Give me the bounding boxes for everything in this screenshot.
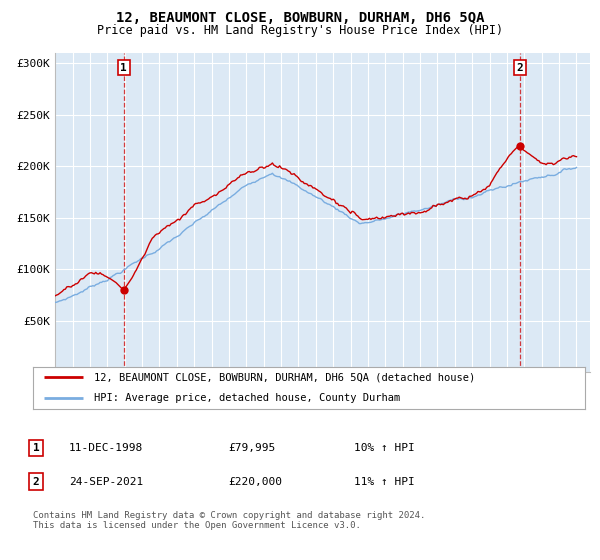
Text: 2: 2: [32, 477, 40, 487]
Text: £220,000: £220,000: [228, 477, 282, 487]
Text: Price paid vs. HM Land Registry's House Price Index (HPI): Price paid vs. HM Land Registry's House …: [97, 24, 503, 36]
Text: 11% ↑ HPI: 11% ↑ HPI: [354, 477, 415, 487]
Text: 11-DEC-1998: 11-DEC-1998: [69, 443, 143, 453]
Text: 24-SEP-2021: 24-SEP-2021: [69, 477, 143, 487]
Text: HPI: Average price, detached house, County Durham: HPI: Average price, detached house, Coun…: [94, 393, 400, 403]
Text: Contains HM Land Registry data © Crown copyright and database right 2024.
This d: Contains HM Land Registry data © Crown c…: [33, 511, 425, 530]
Text: 2: 2: [517, 63, 523, 73]
Text: 1: 1: [121, 63, 127, 73]
Text: 1: 1: [32, 443, 40, 453]
Text: £79,995: £79,995: [228, 443, 275, 453]
Text: 10% ↑ HPI: 10% ↑ HPI: [354, 443, 415, 453]
Text: 12, BEAUMONT CLOSE, BOWBURN, DURHAM, DH6 5QA: 12, BEAUMONT CLOSE, BOWBURN, DURHAM, DH6…: [116, 11, 484, 25]
Text: 12, BEAUMONT CLOSE, BOWBURN, DURHAM, DH6 5QA (detached house): 12, BEAUMONT CLOSE, BOWBURN, DURHAM, DH6…: [94, 372, 475, 382]
